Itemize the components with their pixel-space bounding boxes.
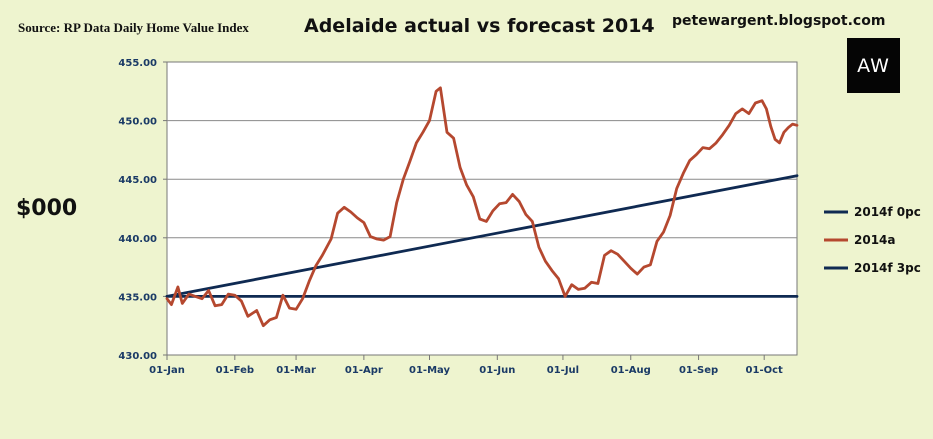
chart-title: Adelaide actual vs forecast 2014 xyxy=(304,15,655,37)
legend-label: 2014a xyxy=(854,233,896,247)
aw-logo: AW xyxy=(847,38,900,93)
x-tick-label: 01-Jul xyxy=(547,365,579,376)
logo-text: AW xyxy=(857,54,890,77)
y-tick-label: 435.00 xyxy=(118,292,157,303)
series-line-2014f-3pc xyxy=(165,174,799,298)
x-tick-label: 01-Sep xyxy=(679,365,718,376)
legend-label: 2014f 3pc xyxy=(854,261,921,275)
y-tick-label: 445.00 xyxy=(118,175,157,186)
x-tick-label: 01-May xyxy=(409,365,450,376)
x-tick-label: 01-Jan xyxy=(149,365,185,376)
y-tick-label: 450.00 xyxy=(118,117,157,128)
x-tick-label: 01-Feb xyxy=(216,365,254,376)
y-axis-unit-label: $000 xyxy=(16,196,78,221)
blog-url: petewargent.blogspot.com xyxy=(672,13,886,29)
plot-area xyxy=(166,61,798,356)
y-tick-label: 430.00 xyxy=(118,351,157,362)
x-tick-label: 01-Mar xyxy=(276,365,316,376)
source-note: Source: RP Data Daily Home Value Index xyxy=(18,20,249,35)
legend-label: 2014f 0pc xyxy=(854,205,921,219)
y-tick-label: 455.00 xyxy=(118,58,157,69)
series-line-2014a xyxy=(165,86,799,328)
y-tick-label: 440.00 xyxy=(118,234,157,245)
x-tick-label: 01-Aug xyxy=(611,365,651,376)
x-tick-label: 01-Oct xyxy=(746,365,783,376)
x-tick-label: 01-Jun xyxy=(479,365,515,376)
x-tick-label: 01-Apr xyxy=(345,365,383,376)
